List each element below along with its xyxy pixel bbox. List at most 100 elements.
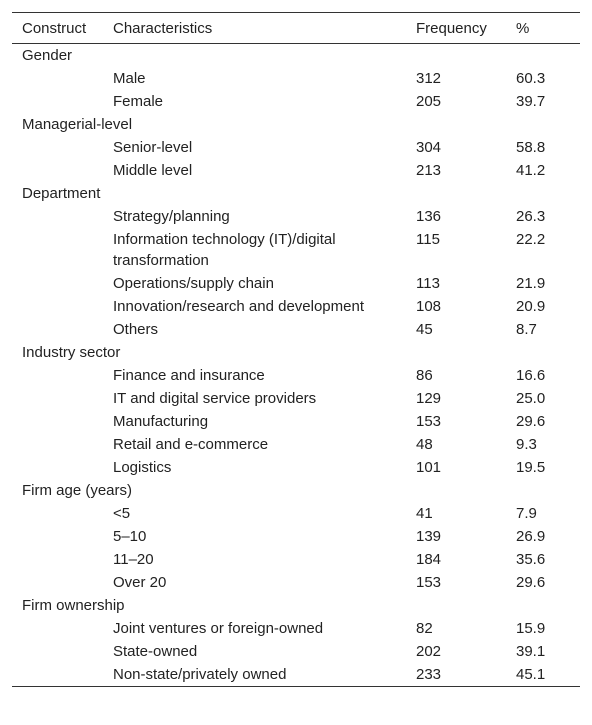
frequency-cell: 205 — [416, 93, 442, 110]
characteristic-cell: Senior-level — [113, 139, 193, 156]
empty-cell — [12, 90, 113, 113]
table-header: Construct Characteristics Frequency % — [12, 12, 580, 44]
item-row: IT and digital service providers 129 25.0 — [12, 387, 580, 410]
group-row: Department — [12, 182, 580, 205]
percent-cell: 7.9 — [516, 505, 537, 522]
empty-cell — [12, 410, 113, 433]
empty-cell — [12, 318, 113, 341]
item-row: Joint ventures or foreign-owned 82 15.9 — [12, 617, 580, 640]
item-row: Operations/supply chain 113 21.9 — [12, 272, 580, 295]
characteristic-cell: IT and digital service providers — [113, 390, 317, 407]
frequency-cell: 129 — [416, 390, 442, 407]
table-body: Gender Male 312 60.3 Female 205 39.7 Managerial… — [12, 44, 580, 687]
frequency-cell: 304 — [416, 139, 442, 156]
empty-cell — [12, 571, 113, 594]
frequency-cell: 113 — [416, 275, 440, 292]
characteristic-cell: Male — [113, 70, 146, 87]
empty-cell — [12, 136, 113, 159]
percent-cell: 29.6 — [516, 574, 546, 591]
frequency-cell: 101 — [416, 459, 442, 476]
percent-cell: 39.7 — [516, 93, 546, 110]
item-row: Finance and insurance 86 16.6 — [12, 364, 580, 387]
empty-cell — [12, 364, 113, 387]
characteristic-cell: Retail and e-commerce — [113, 436, 269, 453]
characteristic-cell: Finance and insurance — [113, 367, 265, 384]
percent-cell: 41.2 — [516, 162, 546, 179]
empty-cell — [12, 617, 113, 640]
empty-cell — [12, 640, 113, 663]
frequency-cell: 213 — [416, 162, 442, 179]
empty-cell — [12, 159, 113, 182]
item-row: Information technology (IT)/digital tran… — [12, 228, 580, 272]
header-cell: % — [516, 12, 580, 44]
characteristic-cell: Over 20 — [113, 574, 167, 591]
percent-cell: 19.5 — [516, 459, 546, 476]
characteristic-cell: <5 — [113, 505, 131, 522]
empty-cell — [12, 548, 113, 571]
item-row: State-owned 202 39.1 — [12, 640, 580, 663]
percent-cell: 58.8 — [516, 139, 546, 156]
percent-cell: 15.9 — [516, 620, 546, 637]
characteristic-cell: Others — [113, 321, 159, 338]
percent-cell: 39.1 — [516, 643, 546, 660]
frequency-cell: 45 — [416, 321, 433, 338]
header-row: Construct Characteristics Frequency % — [12, 12, 580, 44]
group-row: Firm age (years) — [12, 479, 580, 502]
frequency-cell: 115 — [416, 231, 440, 248]
percent-cell: 60.3 — [516, 70, 546, 87]
frequency-cell: 312 — [416, 70, 442, 87]
item-row: Logistics 101 19.5 — [12, 456, 580, 479]
header-cell: Frequency — [416, 12, 516, 44]
empty-cell — [12, 663, 113, 687]
construct-cell: Industry sector — [22, 344, 121, 361]
frequency-cell: 86 — [416, 367, 433, 384]
percent-cell: 45.1 — [516, 666, 546, 683]
percent-cell: 21.9 — [516, 275, 546, 292]
empty-cell — [12, 228, 113, 272]
frequency-cell: 41 — [416, 505, 433, 522]
item-row: Male 312 60.3 — [12, 67, 580, 90]
item-row: Female 205 39.7 — [12, 90, 580, 113]
characteristic-cell: State-owned — [113, 643, 198, 660]
empty-cell — [12, 502, 113, 525]
item-row: Strategy/planning 136 26.3 — [12, 205, 580, 228]
header-cell: Characteristics — [113, 12, 416, 44]
percent-cell: 35.6 — [516, 551, 546, 568]
characteristic-cell: Middle level — [113, 162, 193, 179]
construct-cell: Firm age (years) — [22, 482, 133, 499]
group-row: Firm ownership — [12, 594, 580, 617]
characteristic-cell: Strategy/planning — [113, 208, 230, 225]
characteristic-cell: 5–10 — [113, 528, 147, 545]
percent-cell: 22.2 — [516, 231, 546, 248]
empty-cell — [12, 272, 113, 295]
item-row: Middle level 213 41.2 — [12, 159, 580, 182]
empty-cell — [12, 205, 113, 228]
percent-cell: 29.6 — [516, 413, 546, 430]
percent-cell: 26.9 — [516, 528, 546, 545]
header-cell: Construct — [12, 12, 113, 44]
characteristic-cell: Joint ventures or foreign-owned — [113, 620, 324, 637]
construct-cell: Managerial-level — [22, 116, 133, 133]
percent-cell: 25.0 — [516, 390, 546, 407]
construct-cell: Gender — [22, 47, 73, 64]
characteristic-cell: Female — [113, 93, 164, 110]
frequency-cell: 139 — [416, 528, 442, 545]
empty-cell — [12, 433, 113, 456]
empty-cell — [12, 456, 113, 479]
empty-cell — [12, 67, 113, 90]
frequency-cell: 184 — [416, 551, 442, 568]
item-row: 5–10 139 26.9 — [12, 525, 580, 548]
item-row: Innovation/research and development 108 20… — [12, 295, 580, 318]
group-row: Managerial-level — [12, 113, 580, 136]
frequency-cell: 153 — [416, 574, 442, 591]
item-row: 11–20 184 35.6 — [12, 548, 580, 571]
frequency-cell: 153 — [416, 413, 442, 430]
percent-cell: 8.7 — [516, 321, 537, 338]
group-row: Gender — [12, 44, 580, 68]
characteristic-cell: Logistics — [113, 459, 172, 476]
item-row: Manufacturing 153 29.6 — [12, 410, 580, 433]
item-row: Over 20 153 29.6 — [12, 571, 580, 594]
empty-cell — [12, 295, 113, 318]
frequency-cell: 48 — [416, 436, 433, 453]
